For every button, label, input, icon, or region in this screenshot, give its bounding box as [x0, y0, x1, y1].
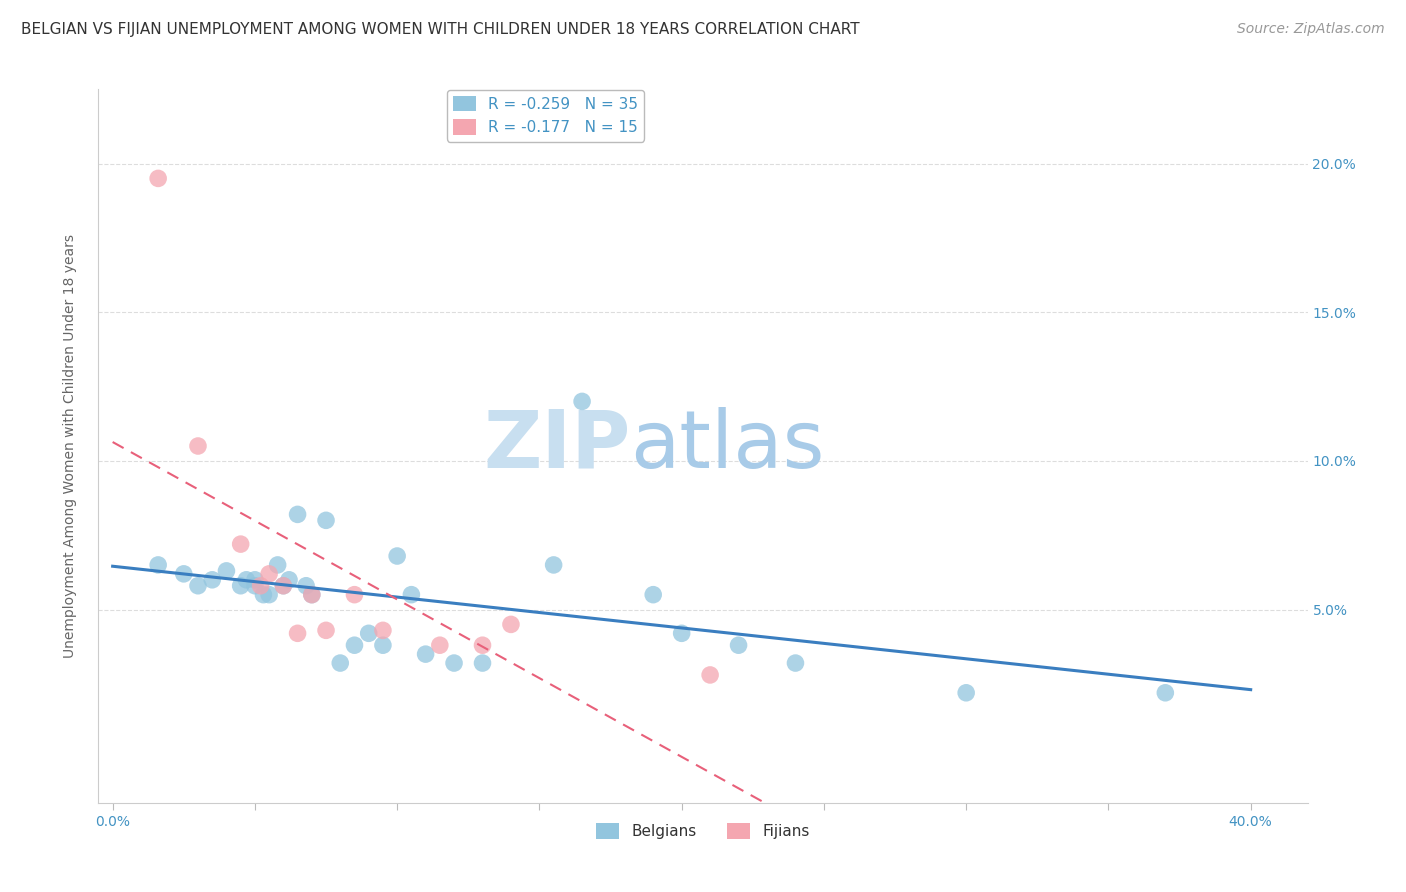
Legend: Belgians, Fijians: Belgians, Fijians	[591, 817, 815, 845]
Point	[229, 537, 252, 551]
Point	[295, 579, 318, 593]
Point	[429, 638, 451, 652]
Point	[699, 668, 721, 682]
Point	[287, 626, 309, 640]
Point	[499, 617, 522, 632]
Point	[266, 558, 288, 572]
Point	[249, 579, 271, 593]
Point	[146, 171, 169, 186]
Point	[201, 573, 224, 587]
Point	[1154, 686, 1177, 700]
Point	[235, 573, 257, 587]
Point	[385, 549, 408, 563]
Point	[955, 686, 977, 700]
Point	[315, 624, 337, 638]
Point	[243, 573, 266, 587]
Point	[471, 656, 494, 670]
Point	[301, 588, 323, 602]
Point	[643, 588, 665, 602]
Point	[301, 588, 323, 602]
Point	[187, 439, 209, 453]
Point	[287, 508, 309, 522]
Point	[278, 573, 301, 587]
Point	[252, 588, 274, 602]
Point	[329, 656, 352, 670]
Point	[671, 626, 693, 640]
Point	[343, 588, 366, 602]
Point	[257, 588, 280, 602]
Text: ZIP: ZIP	[484, 407, 630, 485]
Point	[543, 558, 565, 572]
Point	[401, 588, 423, 602]
Point	[229, 579, 252, 593]
Point	[471, 638, 494, 652]
Point	[187, 579, 209, 593]
Point	[357, 626, 380, 640]
Point	[343, 638, 366, 652]
Point	[173, 566, 195, 581]
Point	[371, 624, 394, 638]
Point	[785, 656, 807, 670]
Point	[243, 579, 266, 593]
Y-axis label: Unemployment Among Women with Children Under 18 years: Unemployment Among Women with Children U…	[63, 234, 77, 658]
Point	[273, 579, 295, 593]
Point	[273, 579, 295, 593]
Text: Source: ZipAtlas.com: Source: ZipAtlas.com	[1237, 22, 1385, 37]
Point	[415, 647, 437, 661]
Point	[571, 394, 593, 409]
Point	[257, 566, 280, 581]
Point	[371, 638, 394, 652]
Point	[215, 564, 238, 578]
Point	[146, 558, 169, 572]
Point	[727, 638, 749, 652]
Point	[443, 656, 465, 670]
Text: atlas: atlas	[630, 407, 825, 485]
Point	[315, 513, 337, 527]
Text: BELGIAN VS FIJIAN UNEMPLOYMENT AMONG WOMEN WITH CHILDREN UNDER 18 YEARS CORRELAT: BELGIAN VS FIJIAN UNEMPLOYMENT AMONG WOM…	[21, 22, 859, 37]
